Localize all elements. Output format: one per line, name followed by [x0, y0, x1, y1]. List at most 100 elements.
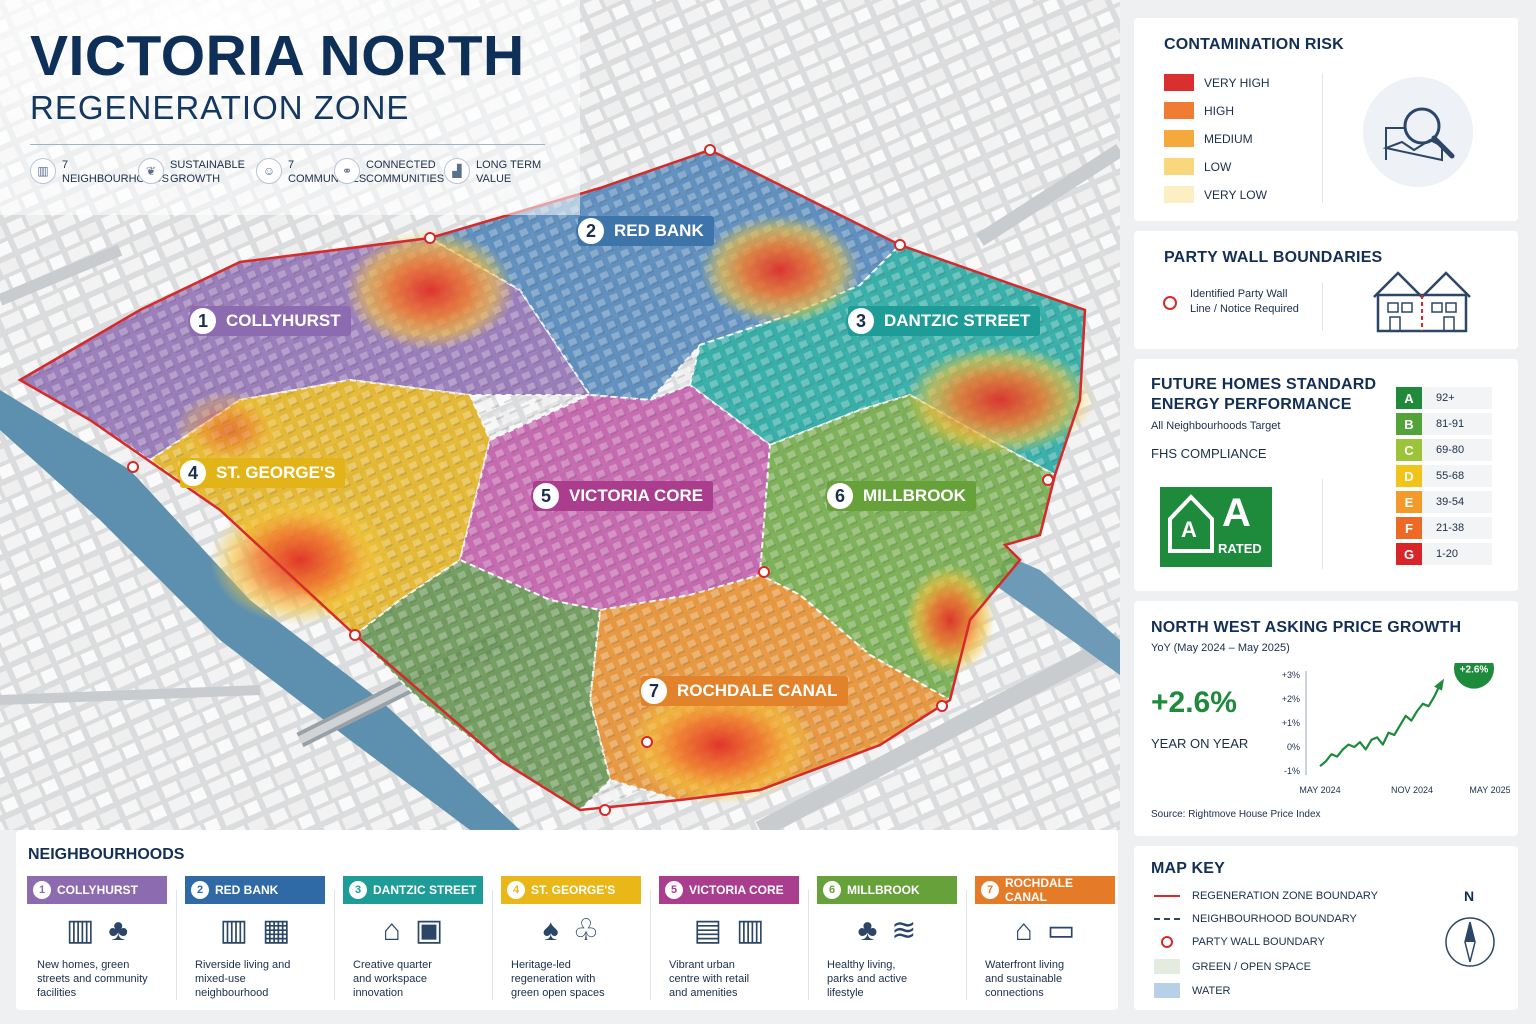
card-description-line: New homes, green: [37, 959, 130, 971]
neighbourhood-card-rochdale-canal[interactable]: 7 ROCHDALE CANAL ⌂ ▭ Waterfront living and su…: [975, 876, 1115, 1006]
wetland-icon: ≋: [891, 914, 917, 947]
neighbourhood-card-millbrook[interactable]: 6 MILLBROOK ♣ ≋ Healthy living, parks and act…: [817, 876, 957, 1006]
risk-swatch: [1164, 130, 1194, 147]
card-description-line: innovation: [353, 987, 404, 999]
badge-small-letter: A: [1181, 517, 1197, 542]
card-description-line: Heritage-led: [511, 959, 571, 971]
card-description-line: lifestyle: [827, 987, 864, 999]
chart-y-tick-label: 0%: [1287, 742, 1300, 752]
water-swatch-symbol: [1154, 983, 1180, 998]
map-label-number: 3: [846, 306, 876, 336]
card-number: 2: [191, 881, 209, 899]
risk-label: HIGH: [1204, 103, 1234, 118]
card-header: 7 ROCHDALE CANAL: [975, 876, 1115, 904]
card-header: 5 VICTORIA CORE: [659, 876, 799, 904]
red-solid-line-symbol: [1154, 895, 1180, 897]
feature-sustainable: ❦ SUSTAINABLE GROWTH: [138, 158, 245, 186]
risk-swatch: [1164, 102, 1194, 119]
feature-line1: 7: [288, 159, 295, 171]
epc-band-c: C 69-80: [1396, 439, 1492, 461]
leaf-icon: ❦: [138, 158, 164, 184]
feature-neighbourhoods: ▥ 7 NEIGHBOURHOODS: [30, 158, 169, 186]
regeneration-map[interactable]: 1 COLLYHURST 2 RED BANK 3 DANTZIC STREET 4 ST. …: [0, 0, 1120, 830]
a-rated-badge: A A RATED: [1160, 487, 1272, 567]
contamination-title: CONTAMINATION RISK: [1164, 36, 1344, 53]
card-description: Riverside living and mixed-use neighbourho…: [185, 958, 325, 1000]
neighbourhood-card-victoria-core[interactable]: 5 VICTORIA CORE ▤ ▥ Vibrant urban centre with…: [659, 876, 799, 1006]
shops-icon: ▥: [736, 914, 765, 947]
chart-x-tick-label: MAY 2025: [1469, 785, 1510, 795]
house-icon: [1168, 494, 1214, 553]
fhs-compliance: FHS COMPLIANCE: [1151, 446, 1267, 461]
epc-band-d: D 55-68: [1396, 465, 1492, 487]
neighbourhood-card-dantzic-street[interactable]: 3 DANTZIC STREET ⌂ ▣ Creative quarter and wor…: [343, 876, 483, 1006]
feature-line1: CONNECTED: [366, 159, 436, 171]
card-name: ST. GEORGE'S: [531, 883, 616, 897]
epc-letter: A: [1396, 387, 1422, 409]
card-description-line: green open spaces: [511, 987, 605, 999]
card-description-line: centre with retail: [669, 973, 750, 985]
epc-band-f: F 21-38: [1396, 517, 1492, 539]
card-icons: ⌂ ▣: [343, 904, 483, 958]
magnifier-terrain-icon: [1363, 77, 1473, 187]
houseboat-icon: ⌂: [1014, 914, 1033, 947]
card-description-line: neighbourhood: [195, 987, 269, 999]
neighbourhoods-section: NEIGHBOURHOODS 1 COLLYHURST ▥ ♣ New homes, g…: [16, 830, 1118, 1010]
contamination-panel: CONTAMINATION RISK VERY HIGH HIGH MEDIUM…: [1134, 18, 1518, 221]
card-icons: ▥ ♣: [27, 904, 167, 958]
canal-boat-icon: ▭: [1046, 914, 1076, 947]
epc-letter: G: [1396, 543, 1422, 565]
key-party-wall: PARTY WALL BOUNDARY: [1154, 936, 1325, 948]
map-label-dantzic-street[interactable]: 3 DANTZIC STREET: [846, 306, 1041, 336]
chart-series-line: [1319, 684, 1441, 768]
party-wall-line1: Identified Party Wall: [1190, 288, 1288, 300]
map-label-red-bank[interactable]: 2 RED BANK: [576, 216, 714, 246]
title-block: VICTORIA NORTH REGENERATION ZONE: [30, 24, 550, 145]
red-ring-symbol: [1154, 936, 1180, 948]
price-growth-source: Source: Rightmove House Price Index: [1151, 809, 1321, 820]
epc-band-a: A 92+: [1396, 387, 1492, 409]
epc-range: 21-38: [1436, 522, 1465, 534]
epc-range: 81-91: [1436, 418, 1465, 430]
map-label-name: RED BANK: [614, 221, 704, 240]
red-ring-icon: [1163, 296, 1177, 310]
badge-text: RATED: [1218, 541, 1262, 556]
card-description: Vibrant urban centre with retail and ameni…: [659, 958, 799, 1000]
key-green-space: GREEN / OPEN SPACE: [1154, 959, 1311, 974]
party-wall-desc: Identified Party Wall Line / Notice Requ…: [1190, 287, 1299, 317]
fhs-title-line2: ENERGY PERFORMANCE: [1151, 396, 1352, 413]
chart-y-tick-label: +2%: [1282, 694, 1300, 704]
risk-label: MEDIUM: [1204, 131, 1253, 146]
neighbourhood-card-st-george-s[interactable]: 4 ST. GEORGE'S ♠ ♧ Heritage-led regeneration …: [501, 876, 641, 1006]
map-label-name: COLLYHURST: [226, 311, 341, 330]
badge-big-letter: A: [1222, 491, 1251, 535]
card-number: 7: [981, 881, 999, 899]
riverside-buildings-icon: ▦: [262, 914, 291, 947]
risk-swatch: [1164, 158, 1194, 175]
tree-bench-icon: ♠: [542, 914, 559, 947]
card-separator: [176, 890, 177, 1000]
map-label-name: DANTZIC STREET: [884, 311, 1031, 330]
card-description-line: mixed-use: [195, 973, 246, 985]
map-label-victoria-core[interactable]: 5 VICTORIA CORE: [531, 481, 714, 511]
card-number: 5: [665, 881, 683, 899]
neighbourhood-card-collyhurst[interactable]: 1 COLLYHURST ▥ ♣ New homes, green streets and…: [27, 876, 167, 1006]
risk-very-low: VERY LOW: [1164, 186, 1267, 203]
card-name: DANTZIC STREET: [373, 883, 477, 897]
card-header: 2 RED BANK: [185, 876, 325, 904]
panel-divider: [1322, 73, 1323, 203]
neighbourhood-card-red-bank[interactable]: 2 RED BANK ▥ ▦ Riverside living and mixed-use…: [185, 876, 325, 1006]
price-growth-subtitle: YoY (May 2024 – May 2025): [1151, 642, 1290, 654]
map-label-name: VICTORIA CORE: [569, 486, 704, 505]
epc-range: 55-68: [1436, 470, 1465, 482]
epc-range: 1-20: [1436, 548, 1459, 560]
map-label-millbrook[interactable]: 6 MILLBROOK: [825, 481, 976, 511]
map-label-collyhurst[interactable]: 1 COLLYHURST: [188, 306, 351, 336]
map-label-st-george-s[interactable]: 4 ST. GEORGE'S: [178, 458, 346, 488]
card-icons: ♣ ≋: [817, 904, 957, 958]
roads: [0, 144, 1120, 830]
key-label: GREEN / OPEN SPACE: [1192, 960, 1311, 973]
card-name: COLLYHURST: [57, 883, 138, 897]
map-label-rochdale-canal[interactable]: 7 ROCHDALE CANAL: [639, 676, 848, 706]
trees-icon: ♣: [108, 914, 129, 947]
